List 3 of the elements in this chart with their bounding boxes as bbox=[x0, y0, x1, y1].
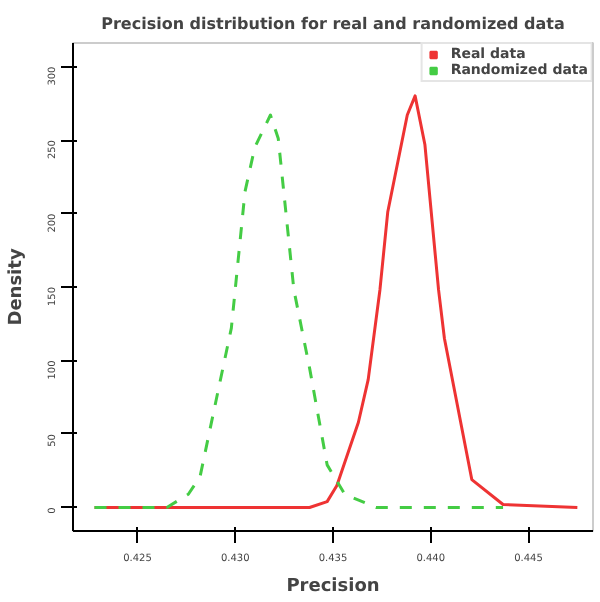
y-axis-title: Density bbox=[7, 248, 27, 326]
chart-title: Precision distribution for real and randomized data bbox=[101, 15, 565, 33]
x-axis-title: Precision bbox=[286, 577, 380, 597]
